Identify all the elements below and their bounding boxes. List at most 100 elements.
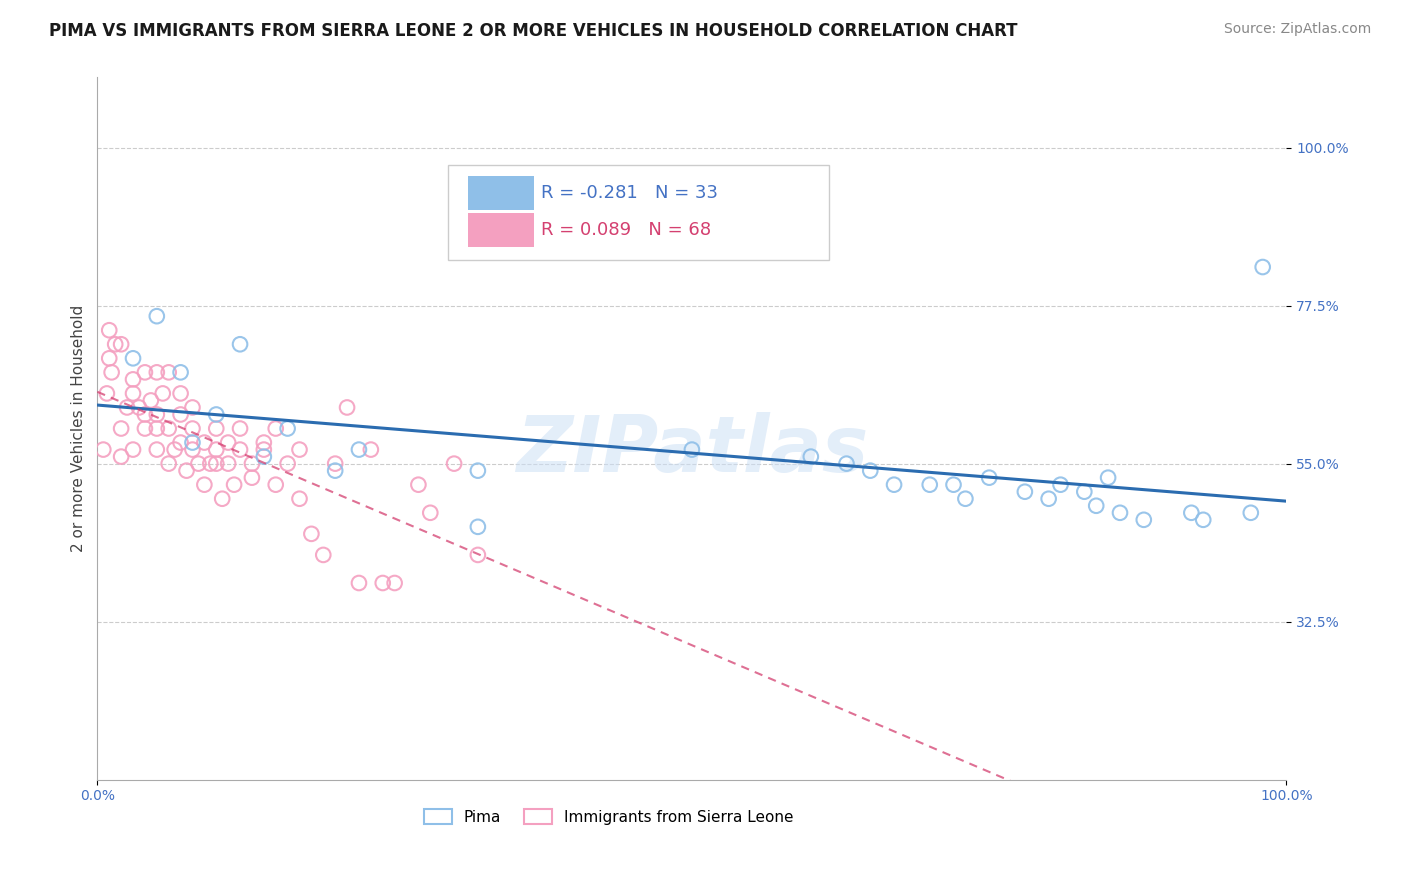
Point: [229, 421, 252, 435]
FancyBboxPatch shape: [468, 176, 534, 210]
Point: [240, 457, 263, 471]
Point: [139, 393, 162, 408]
Point: [181, 421, 204, 435]
Point: [169, 365, 191, 379]
Point: [1049, 477, 1071, 491]
Point: [181, 401, 204, 415]
Point: [134, 365, 156, 379]
FancyBboxPatch shape: [449, 165, 828, 260]
Point: [110, 337, 132, 351]
Point: [91, 442, 114, 457]
Point: [205, 442, 228, 457]
Point: [181, 435, 204, 450]
Legend: Pima, Immigrants from Sierra Leone: Pima, Immigrants from Sierra Leone: [425, 809, 793, 824]
FancyBboxPatch shape: [468, 213, 534, 247]
Point: [240, 471, 263, 485]
Point: [1251, 260, 1274, 274]
Point: [979, 471, 1001, 485]
Point: [128, 401, 150, 415]
Point: [288, 491, 311, 506]
Point: [264, 477, 287, 491]
Y-axis label: 2 or more Vehicles in Household: 2 or more Vehicles in Household: [72, 305, 86, 552]
Point: [1038, 491, 1060, 506]
Point: [110, 450, 132, 464]
Point: [1097, 471, 1119, 485]
Point: [134, 408, 156, 422]
Point: [152, 386, 174, 401]
Point: [205, 408, 228, 422]
Point: [918, 477, 941, 491]
Point: [277, 457, 299, 471]
Point: [193, 435, 215, 450]
Point: [157, 365, 180, 379]
Point: [200, 457, 222, 471]
Point: [134, 421, 156, 435]
Point: [157, 457, 180, 471]
Point: [122, 386, 145, 401]
Point: [217, 457, 239, 471]
Point: [211, 491, 233, 506]
Point: [312, 548, 335, 562]
Point: [419, 506, 441, 520]
Point: [1085, 499, 1108, 513]
Point: [467, 464, 489, 478]
Point: [98, 323, 121, 337]
Point: [181, 442, 204, 457]
Point: [122, 351, 145, 366]
Text: ZIPatlas: ZIPatlas: [516, 411, 868, 488]
Point: [253, 442, 276, 457]
Point: [224, 477, 246, 491]
Point: [835, 457, 858, 471]
Point: [100, 365, 122, 379]
Point: [1132, 513, 1154, 527]
Point: [187, 457, 209, 471]
Point: [264, 421, 287, 435]
Point: [277, 421, 299, 435]
Point: [146, 365, 169, 379]
Point: [1240, 506, 1263, 520]
Point: [408, 477, 430, 491]
Point: [1109, 506, 1132, 520]
Point: [163, 442, 186, 457]
Point: [371, 576, 394, 591]
Point: [146, 421, 169, 435]
Text: Source: ZipAtlas.com: Source: ZipAtlas.com: [1223, 22, 1371, 37]
Point: [193, 477, 215, 491]
Point: [253, 450, 276, 464]
Point: [205, 457, 228, 471]
Point: [205, 421, 228, 435]
Point: [347, 442, 370, 457]
Point: [347, 576, 370, 591]
Point: [253, 435, 276, 450]
Point: [467, 548, 489, 562]
Point: [169, 386, 191, 401]
Point: [955, 491, 977, 506]
Point: [323, 457, 346, 471]
Point: [157, 421, 180, 435]
Point: [115, 401, 138, 415]
Point: [104, 337, 127, 351]
Point: [883, 477, 905, 491]
Point: [146, 408, 169, 422]
Point: [217, 435, 239, 450]
Point: [96, 386, 118, 401]
Point: [942, 477, 965, 491]
Point: [323, 464, 346, 478]
Point: [110, 421, 132, 435]
Point: [299, 526, 322, 541]
Point: [122, 372, 145, 386]
Text: R = -0.281   N = 33: R = -0.281 N = 33: [541, 185, 718, 202]
Point: [800, 450, 823, 464]
Point: [1180, 506, 1202, 520]
Point: [229, 337, 252, 351]
Point: [169, 408, 191, 422]
Point: [1073, 484, 1095, 499]
Point: [98, 351, 121, 366]
Point: [467, 520, 489, 534]
Point: [360, 442, 382, 457]
Point: [443, 457, 465, 471]
Point: [229, 442, 252, 457]
Point: [122, 442, 145, 457]
Point: [176, 464, 198, 478]
Point: [169, 435, 191, 450]
